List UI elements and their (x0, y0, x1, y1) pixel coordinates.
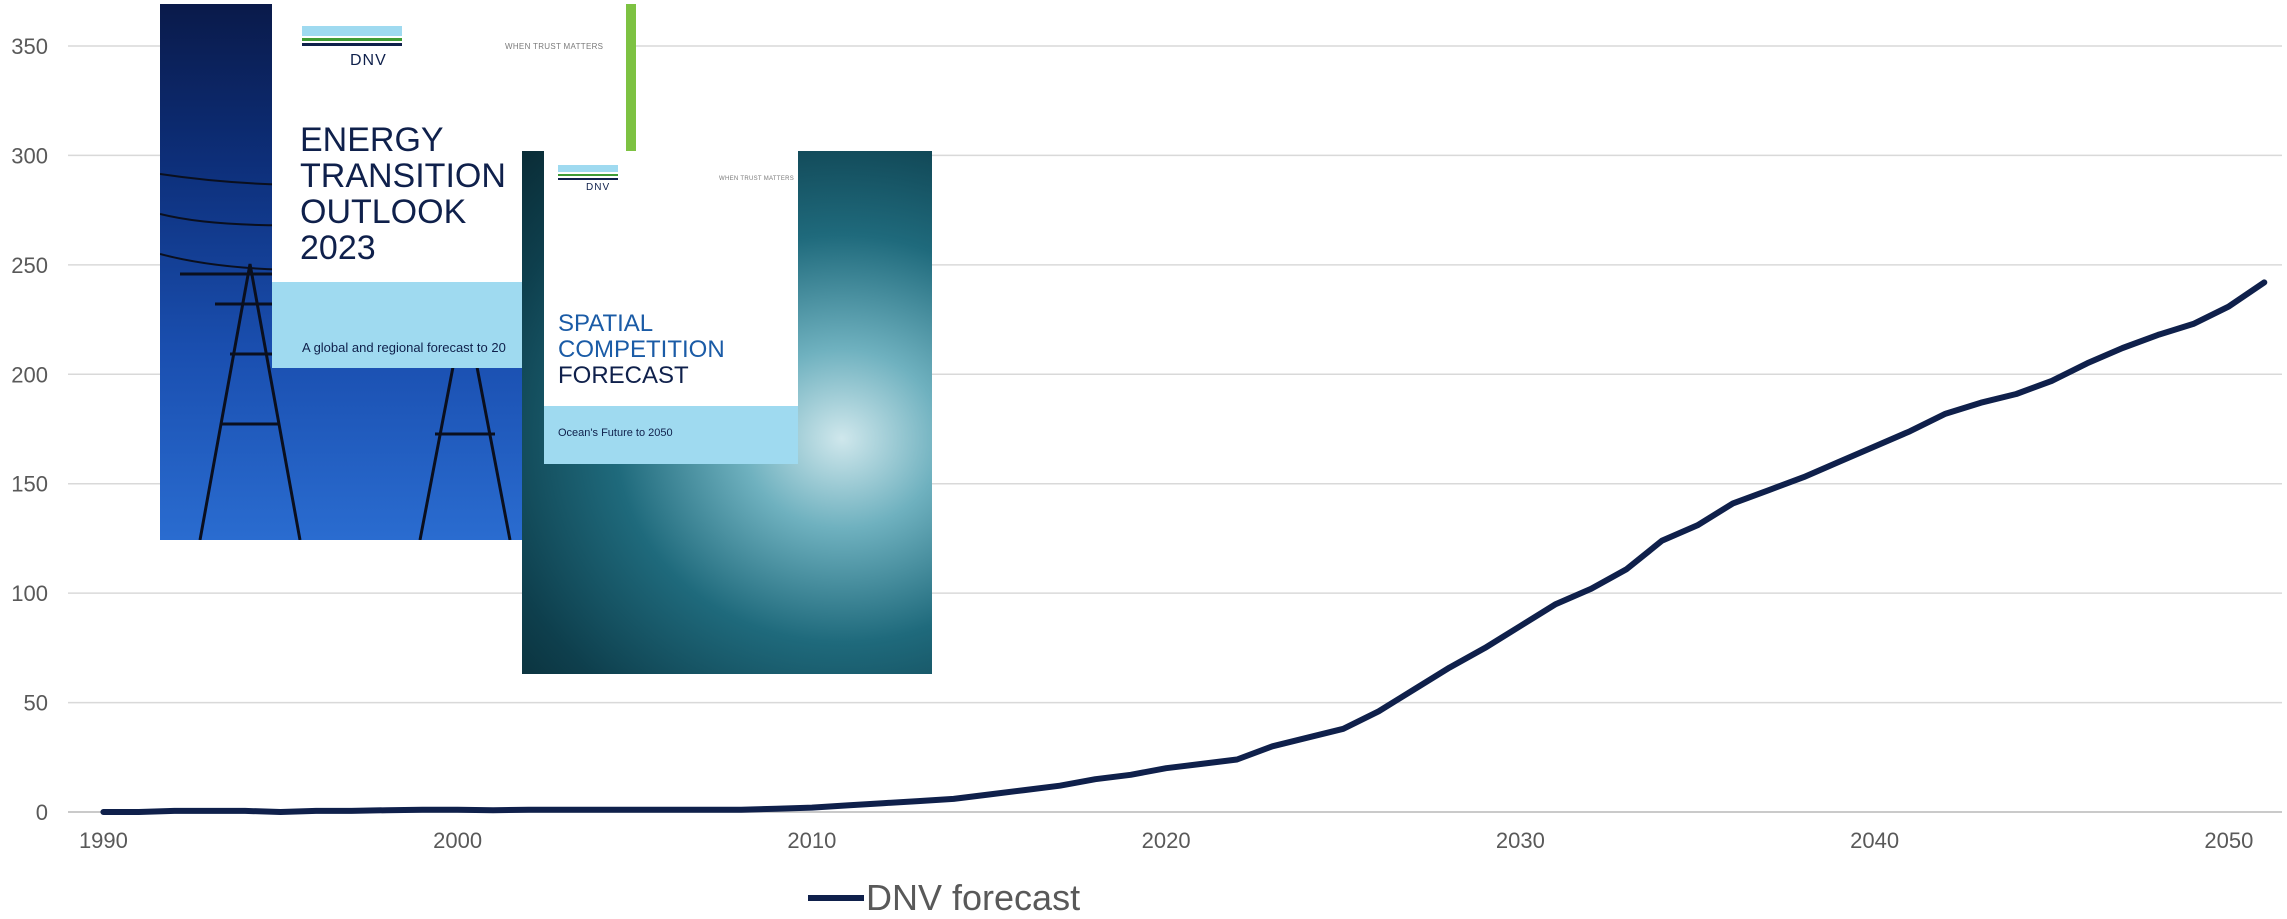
cover-title: SPATIAL COMPETITION FORECAST (558, 311, 798, 389)
cover-title-line: 2023 (300, 229, 376, 267)
x-tick-label: 2050 (2204, 828, 2253, 853)
y-tick-label: 350 (11, 34, 48, 59)
x-tick-label: 2010 (787, 828, 836, 853)
dnv-logo-stripe-dark (558, 178, 618, 180)
x-tick-label: 1990 (79, 828, 128, 853)
y-axis-ticks: 0 50 100 150 200 250 300 350 (11, 34, 48, 825)
x-tick-label: 2030 (1496, 828, 1545, 853)
x-tick-label: 2000 (433, 828, 482, 853)
cover-title-line: FORECAST (558, 362, 689, 389)
dnv-logo-stripe-green (558, 174, 618, 176)
dnv-logo-stripe-light (302, 26, 402, 36)
y-tick-label: 150 (11, 472, 48, 497)
tagline: WHEN TRUST MATTERS (505, 42, 604, 51)
x-tick-label: 2020 (1142, 828, 1191, 853)
cover-subtitle: A global and regional forecast to 20 (302, 340, 506, 355)
dnv-logo-stripe-light (558, 165, 618, 172)
x-axis-ticks: 1990 2000 2010 2020 2030 2040 2050 (79, 828, 2253, 853)
cover-title-line: COMPETITION (558, 336, 725, 363)
legend-label: DNV forecast (866, 877, 1080, 918)
dnv-logo-text: DNV (350, 52, 387, 69)
cover-subtitle-band (544, 406, 798, 464)
cover-title-line: SPATIAL (558, 310, 654, 337)
dnv-logo-stripe-green (302, 38, 402, 41)
dnv-logo-text: DNV (586, 182, 611, 193)
series-line-dnv-forecast (100, 279, 2268, 815)
y-tick-label: 100 (11, 581, 48, 606)
cover-title: ENERGY TRANSITION OUTLOOK 2023 (300, 122, 620, 266)
cover-title-line: ENERGY (300, 121, 444, 159)
y-tick-label: 300 (11, 143, 48, 168)
cover-title-line: TRANSITION (300, 157, 506, 195)
dnv-logo-stripe-dark (302, 43, 402, 46)
spatial-competition-forecast-cover-image: DNV WHEN TRUST MATTERS SPATIAL COMPETITI… (522, 151, 932, 674)
y-tick-label: 50 (24, 691, 48, 716)
cover-title-line: OUTLOOK (300, 193, 467, 231)
cover-subtitle: Ocean's Future to 2050 (558, 427, 673, 439)
x-tick-label: 2040 (1850, 828, 1899, 853)
y-tick-label: 0 (36, 800, 48, 825)
tagline: WHEN TRUST MATTERS (719, 176, 795, 182)
y-tick-label: 250 (11, 253, 48, 278)
y-tick-label: 200 (11, 362, 48, 387)
cover-white-panel: DNV WHEN TRUST MATTERS SPATIAL COMPETITI… (544, 151, 798, 464)
legend: DNV forecast (808, 877, 1080, 918)
